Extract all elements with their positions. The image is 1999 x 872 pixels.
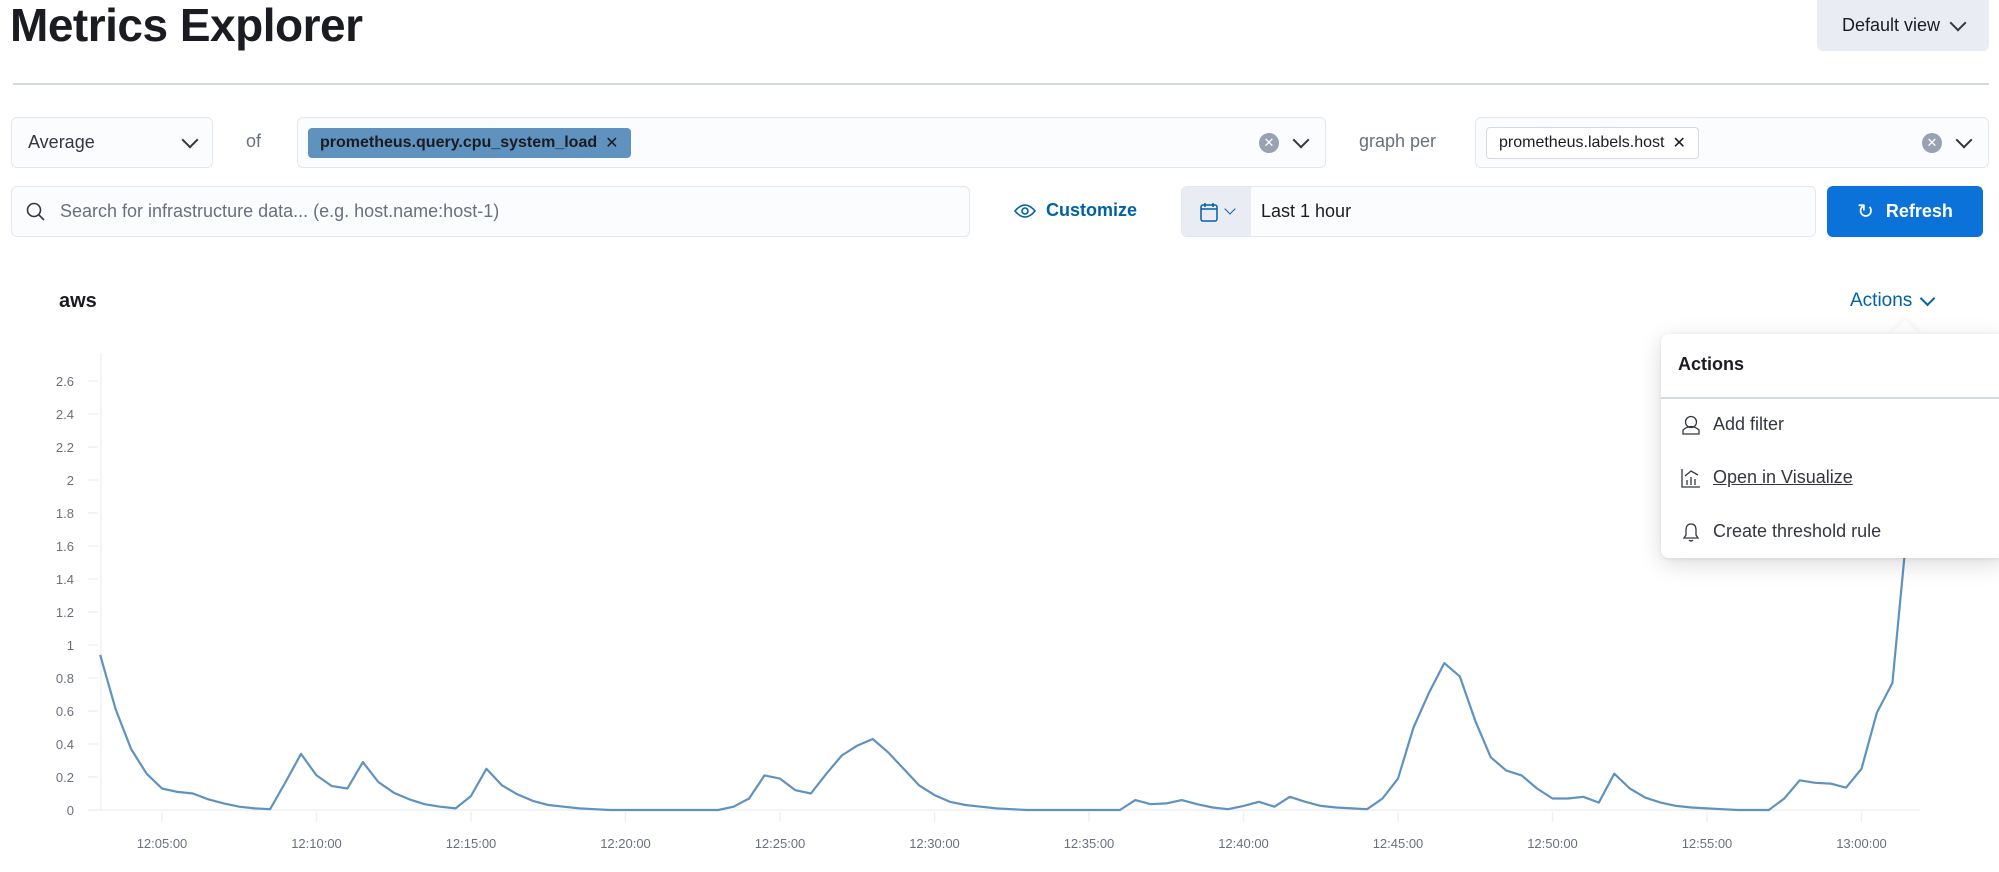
y-tick-label: 2.6: [56, 374, 74, 389]
x-tick-label: 12:10:00: [291, 836, 342, 851]
x-tick-label: 13:00:00: [1836, 836, 1887, 851]
aggregation-select[interactable]: Average: [11, 117, 213, 168]
search-placeholder: Search for infrastructure data... (e.g. …: [60, 201, 500, 221]
panel-title: aws: [59, 290, 97, 312]
x-tick-label: 12:05:00: [137, 836, 188, 851]
of-label: of: [246, 131, 262, 151]
header-divider: [13, 83, 1989, 85]
search-input[interactable]: Search for infrastructure data... (e.g. …: [11, 186, 970, 237]
refresh-icon: ↻: [1857, 201, 1874, 223]
x-tick-label: 12:30:00: [909, 836, 960, 851]
date-picker[interactable]: Last 1 hour: [1181, 186, 1816, 237]
remove-group-icon[interactable]: ✕: [1672, 134, 1686, 152]
graph-per-label: graph per: [1359, 131, 1437, 151]
popover-title: Actions: [1678, 354, 1745, 374]
customize-button[interactable]: Customize: [1014, 200, 1137, 221]
y-tick-label: 2: [67, 473, 74, 488]
y-tick-label: 1.8: [56, 506, 74, 521]
group-pill-label: prometheus.labels.host: [1499, 133, 1665, 151]
search-icon: [26, 202, 45, 221]
y-tick-label: 0.2: [56, 770, 74, 785]
y-tick-label: 1.6: [56, 539, 74, 554]
time-range-value[interactable]: Last 1 hour: [1261, 201, 1352, 221]
menu-item-label: Open in Visualize: [1713, 467, 1853, 487]
eye-icon: [1014, 203, 1036, 218]
menu-item-open-in-visualize[interactable]: Open in Visualize: [1681, 467, 1853, 488]
refresh-button[interactable]: ↻ Refresh: [1827, 186, 1983, 237]
x-tick-label: 12:50:00: [1527, 836, 1578, 851]
default-view-label: Default view: [1841, 15, 1941, 35]
group-by-combobox[interactable]: prometheus.labels.host ✕ ✕: [1475, 117, 1989, 168]
remove-metric-icon[interactable]: ✕: [605, 134, 619, 152]
menu-item-label: Create threshold rule: [1713, 521, 1882, 541]
filter-user-icon: [1682, 415, 1700, 435]
visualize-chart-icon: [1681, 468, 1700, 488]
quick-select-button[interactable]: [1182, 187, 1251, 236]
menu-item-create-threshold-rule[interactable]: Create threshold rule: [1681, 521, 1881, 542]
bell-icon: [1682, 522, 1700, 542]
customize-label: Customize: [1046, 200, 1138, 220]
calendar-icon: [1199, 202, 1218, 222]
series-line: [99, 521, 1909, 812]
y-tick-label: 1.4: [56, 572, 74, 587]
metric-pill: prometheus.query.cpu_system_load ✕: [308, 127, 631, 158]
x-tick-label: 12:40:00: [1218, 836, 1269, 851]
metric-combobox[interactable]: prometheus.query.cpu_system_load ✕ ✕: [297, 117, 1326, 168]
y-tick-label: 2.4: [56, 407, 74, 422]
menu-item-label: Add filter: [1713, 414, 1785, 434]
y-tick-label: 0: [67, 803, 74, 818]
metric-pill-label: prometheus.query.cpu_system_load: [320, 133, 598, 151]
x-tick-label: 12:35:00: [1064, 836, 1115, 851]
y-tick-label: 1: [67, 638, 74, 653]
refresh-label: Refresh: [1885, 201, 1953, 221]
actions-button[interactable]: Actions: [1850, 290, 1936, 312]
popover-divider: [1661, 397, 1999, 399]
y-tick-label: 0.6: [56, 704, 74, 719]
group-pill: prometheus.labels.host ✕: [1486, 126, 1699, 159]
aggregation-value: Average: [28, 132, 95, 152]
x-tick-label: 12:15:00: [446, 836, 497, 851]
actions-popover: Actions Add filter Open in Visualize Cre…: [1661, 334, 1999, 558]
y-tick-label: 2.2: [56, 440, 74, 455]
menu-item-add-filter[interactable]: Add filter: [1681, 414, 1784, 435]
x-tick-label: 12:20:00: [600, 836, 651, 851]
x-tick-label: 12:45:00: [1373, 836, 1424, 851]
page-title: Metrics Explorer: [10, 0, 363, 51]
y-tick-label: 0.8: [56, 671, 74, 686]
y-tick-label: 0.4: [56, 737, 74, 752]
x-tick-label: 12:25:00: [755, 836, 806, 851]
y-tick-label: 1.2: [56, 605, 74, 620]
actions-label: Actions: [1850, 290, 1913, 311]
x-tick-label: 12:55:00: [1682, 836, 1733, 851]
clear-icon[interactable]: ✕: [1259, 132, 1279, 153]
default-view-button[interactable]: Default view: [1817, 0, 1989, 51]
clear-icon[interactable]: ✕: [1922, 132, 1942, 153]
